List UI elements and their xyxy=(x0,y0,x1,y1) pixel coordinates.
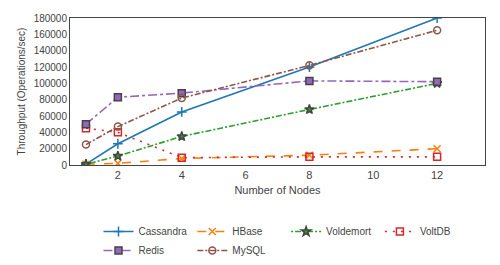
svg-text:80000: 80000 xyxy=(39,94,67,105)
svg-text:Voldemort: Voldemort xyxy=(326,226,371,237)
svg-text:40000: 40000 xyxy=(39,127,67,138)
svg-text:10: 10 xyxy=(367,169,379,181)
svg-text:100000: 100000 xyxy=(34,78,68,89)
svg-text:HBase: HBase xyxy=(232,226,262,237)
svg-text:VoltDB: VoltDB xyxy=(420,226,451,237)
svg-text:8: 8 xyxy=(306,169,312,181)
svg-text:0: 0 xyxy=(61,160,67,171)
svg-text:120000: 120000 xyxy=(34,62,68,73)
svg-text:60000: 60000 xyxy=(39,111,67,122)
svg-text:12: 12 xyxy=(431,169,443,181)
svg-text:2: 2 xyxy=(115,169,121,181)
svg-text:160000: 160000 xyxy=(34,29,68,40)
svg-text:6: 6 xyxy=(243,169,249,181)
svg-text:180000: 180000 xyxy=(34,13,68,24)
svg-text:20000: 20000 xyxy=(39,143,67,154)
svg-text:MySQL: MySQL xyxy=(232,245,266,256)
svg-text:Throughput (Operations/sec): Throughput (Operations/sec) xyxy=(16,28,27,156)
svg-text:Number of Nodes: Number of Nodes xyxy=(234,184,321,196)
svg-text:4: 4 xyxy=(179,169,185,181)
svg-text:Cassandra: Cassandra xyxy=(139,226,188,237)
svg-text:140000: 140000 xyxy=(34,45,68,56)
svg-text:Redis: Redis xyxy=(139,245,165,256)
